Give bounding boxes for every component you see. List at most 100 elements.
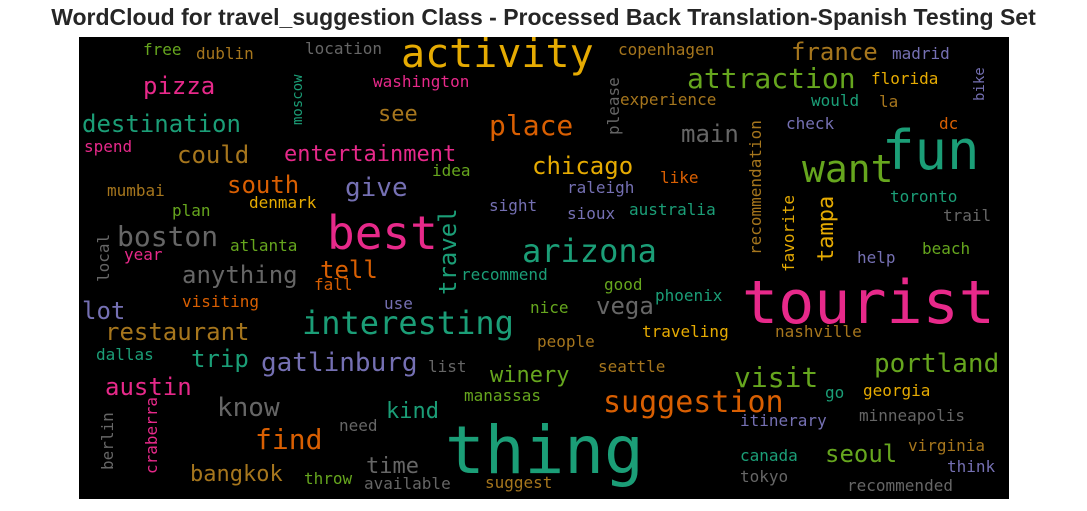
word-visiting: visiting (182, 292, 259, 311)
chart-title: WordCloud for travel_suggestion Class - … (51, 4, 1036, 30)
wordcloud-canvas: activity fun want best tourist thing arizona in… (79, 37, 1009, 499)
word-gatlinburg: gatlinburg (261, 348, 418, 378)
word-dc: dc (939, 114, 958, 133)
word-seoul: seoul (825, 440, 897, 468)
word-go: go (825, 383, 844, 402)
word-like: like (660, 168, 699, 187)
word-available: available (364, 474, 451, 493)
word-trip: trip (191, 345, 249, 373)
word-people: people (537, 332, 595, 351)
word-travel: travel (434, 208, 462, 295)
word-washington: washington (373, 72, 469, 91)
word-australia: australia (629, 200, 716, 219)
word-berlin: berlin (98, 412, 117, 470)
word-portland: portland (874, 349, 999, 379)
word-manassas: manassas (464, 386, 541, 405)
word-thing: thing (445, 412, 644, 489)
word-recommendation: recommendation (746, 120, 765, 255)
word-throw: throw (304, 469, 353, 488)
word-activity: activity (401, 37, 594, 77)
word-plan: plan (172, 201, 211, 220)
word-best: best (327, 206, 438, 260)
word-interesting: interesting (302, 304, 514, 342)
word-bangkok: bangkok (190, 462, 283, 487)
word-copenhagen: copenhagen (618, 40, 714, 59)
word-fall: fall (314, 275, 353, 294)
word-fun: fun (882, 119, 980, 182)
word-france: france (791, 38, 878, 66)
word-tampa: tampa (814, 196, 839, 262)
word-recommended: recommended (847, 476, 953, 495)
word-denmark: denmark (249, 193, 317, 212)
word-austin: austin (105, 373, 192, 401)
word-madrid: madrid (892, 44, 950, 63)
word-favorite: favorite (779, 195, 798, 272)
word-suggestion: suggestion (603, 385, 784, 420)
word-attraction: attraction (687, 62, 856, 95)
word-idea: idea (432, 161, 471, 180)
word-raleigh: raleigh (567, 178, 634, 197)
word-tourist: tourist (742, 268, 995, 338)
word-lot: lot (82, 297, 125, 325)
word-check: check (786, 114, 835, 133)
word-chicago: chicago (532, 152, 633, 180)
word-nashville: nashville (775, 322, 862, 341)
word-dublin: dublin (196, 44, 254, 63)
word-tokyo: tokyo (740, 467, 788, 486)
word-think: think (947, 457, 996, 476)
word-know: know (217, 393, 280, 423)
word-see: see (378, 102, 418, 127)
word-experience: experience (620, 90, 716, 109)
word-place: place (489, 109, 573, 142)
word-entertainment: entertainment (284, 142, 456, 167)
word-local: local (94, 234, 113, 282)
word-need: need (339, 416, 378, 435)
word-toronto: toronto (890, 187, 957, 206)
word-florida: florida (871, 69, 938, 88)
word-boston: boston (117, 220, 218, 253)
word-destination: destination (82, 110, 241, 138)
word-south: south (227, 171, 299, 199)
word-virginia: virginia (908, 436, 985, 455)
word-visit: visit (734, 361, 818, 394)
word-sight: sight (489, 196, 537, 215)
word-mumbai: mumbai (107, 181, 165, 200)
word-find: find (255, 423, 322, 456)
word-moscow: moscow (290, 74, 306, 125)
word-kind: kind (386, 399, 439, 424)
word-pizza: pizza (143, 72, 215, 100)
word-could: could (177, 141, 249, 169)
word-bike: bike (972, 67, 988, 101)
word-vega: vega (596, 292, 654, 320)
word-arizona: arizona (522, 232, 657, 270)
word-anything: anything (182, 261, 298, 289)
word-time: time (366, 454, 419, 479)
word-craberra: craberra (142, 397, 161, 474)
word-la: la (879, 92, 898, 111)
word-atlanta: atlanta (230, 236, 297, 255)
word-trail: trail (943, 206, 991, 225)
word-help: help (857, 248, 896, 267)
word-would: would (811, 91, 859, 110)
word-main: main (681, 120, 739, 148)
word-canada: canada (740, 446, 798, 465)
word-nice: nice (530, 298, 569, 317)
word-beach: beach (922, 239, 970, 258)
word-georgia: georgia (863, 381, 930, 400)
word-restaurant: restaurant (105, 318, 250, 346)
word-location: location (305, 39, 382, 58)
word-free: free (143, 40, 182, 59)
word-dallas: dallas (96, 345, 154, 364)
word-minneapolis: minneapolis (859, 406, 965, 425)
word-seattle: seattle (598, 357, 665, 376)
word-winery: winery (490, 363, 569, 388)
word-recommend: recommend (461, 265, 548, 284)
word-sioux: sioux (567, 204, 616, 223)
word-use: use (384, 294, 413, 313)
word-want: want (802, 147, 894, 191)
word-year: year (124, 245, 163, 264)
word-suggest: suggest (485, 473, 552, 492)
word-list: list (428, 357, 467, 376)
word-itinerary: itinerary (740, 411, 827, 430)
